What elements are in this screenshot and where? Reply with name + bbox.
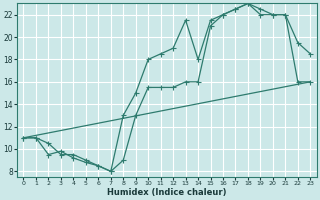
X-axis label: Humidex (Indice chaleur): Humidex (Indice chaleur) bbox=[107, 188, 227, 197]
